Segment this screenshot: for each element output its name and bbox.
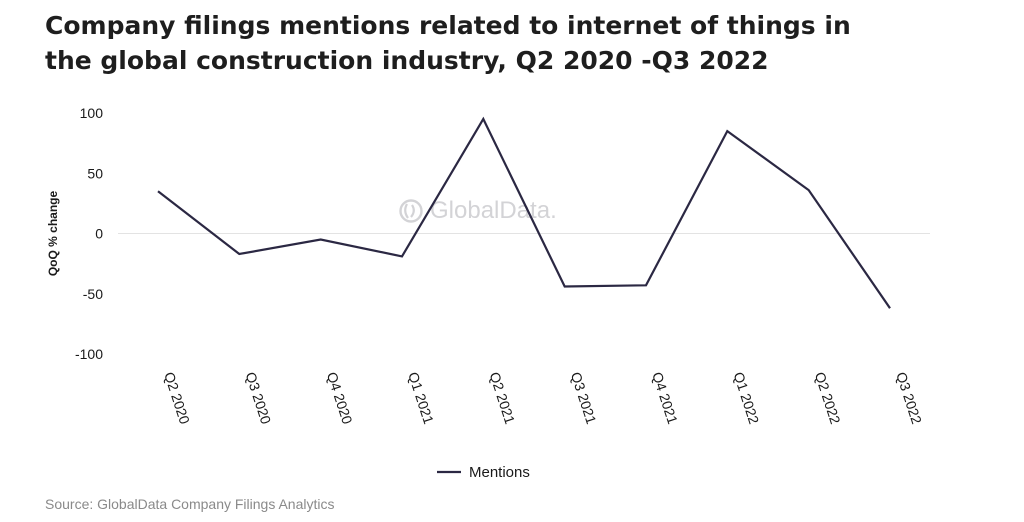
x-tick-label: Q1 2022 bbox=[730, 370, 762, 426]
y-tick-label: 0 bbox=[95, 226, 103, 242]
source-note: Source: GlobalData Company Filings Analy… bbox=[45, 496, 335, 512]
x-tick-label: Q3 2022 bbox=[893, 370, 925, 426]
chart-title: Company filings mentions related to inte… bbox=[45, 8, 945, 78]
x-tick-label: Q2 2021 bbox=[486, 370, 518, 426]
legend-label: Mentions bbox=[469, 464, 530, 481]
y-tick-label: -100 bbox=[75, 346, 103, 362]
series-line-mentions bbox=[157, 116, 891, 309]
y-axis-title: QoQ % change bbox=[46, 191, 60, 277]
globaldata-logo-icon bbox=[399, 199, 423, 223]
y-tick-label: 50 bbox=[87, 165, 103, 181]
x-tick-label: Q2 2022 bbox=[812, 370, 844, 426]
chart-title-line-1: Company filings mentions related to inte… bbox=[45, 11, 851, 40]
chart-title-line-2: the global construction industry, Q2 202… bbox=[45, 46, 769, 75]
y-tick-label: -50 bbox=[83, 286, 103, 302]
y-axis: 100 50 0 -50 -100 QoQ % change bbox=[46, 105, 103, 362]
x-tick-label: Q3 2020 bbox=[242, 370, 274, 426]
x-axis: Q2 2020 Q3 2020 Q4 2020 Q1 2021 Q2 2021 Q3 20… bbox=[161, 370, 925, 426]
watermark: GlobalData. bbox=[398, 197, 557, 225]
x-tick-label: Q4 2021 bbox=[649, 370, 681, 426]
y-tick-label: 100 bbox=[80, 105, 104, 121]
x-tick-label: Q1 2021 bbox=[405, 370, 437, 426]
x-tick-label: Q4 2020 bbox=[324, 370, 356, 426]
watermark-text: GlobalData. bbox=[430, 197, 557, 224]
x-tick-label: Q2 2020 bbox=[161, 370, 193, 426]
x-tick-label: Q3 2021 bbox=[568, 370, 600, 426]
series-group bbox=[157, 116, 891, 309]
legend: Mentions bbox=[437, 464, 530, 481]
